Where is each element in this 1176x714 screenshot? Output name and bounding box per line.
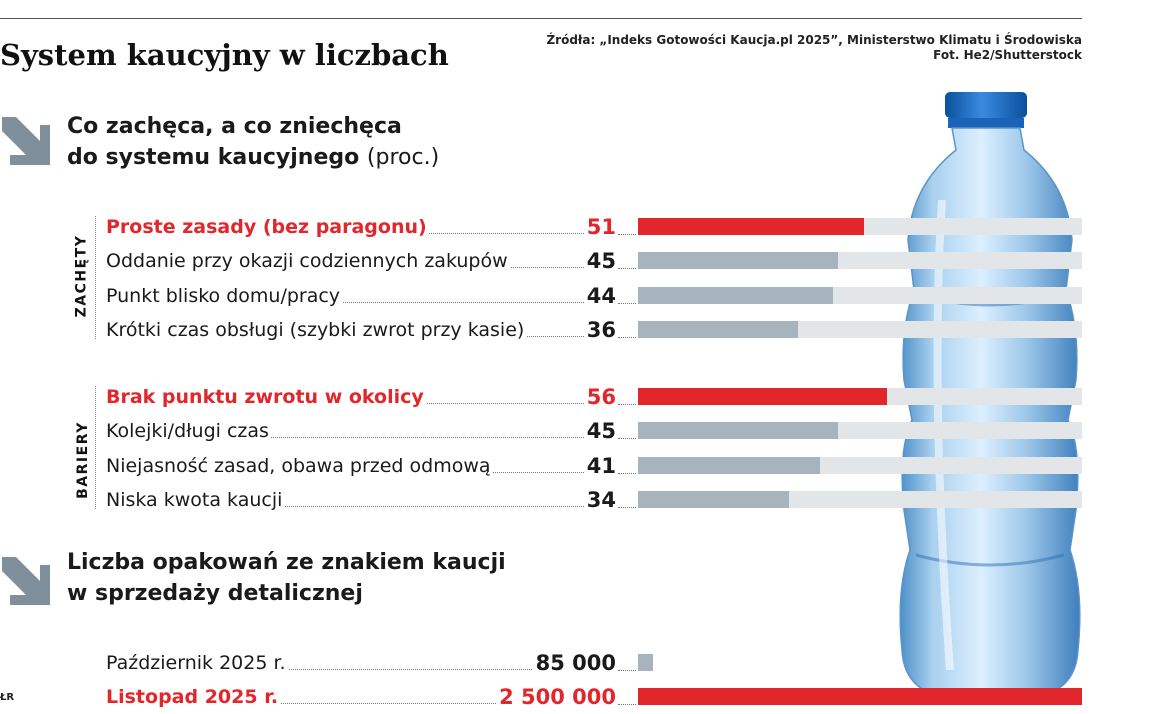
data-label: 51 [583,210,616,244]
section1-title-line2: do systemu kaucyjnego (proc.) [67,145,440,170]
top-rule [0,18,1082,19]
bar [638,456,821,474]
bar [638,654,654,671]
bar [638,252,838,270]
leader-dots [618,670,636,671]
leader-dots [618,268,636,270]
photo-credit-line: Fot. He2/Shutterstock [933,48,1082,62]
bar [638,688,1082,705]
bar [638,218,865,235]
chart-row: Brak punktu zwrotu w okolicy 56 [0,380,616,414]
section1-title-line1: Co zachęca, a co zniechęca [67,114,402,139]
data-label: 41 [583,448,616,483]
leader-dots [106,636,616,670]
leader-dots [618,336,636,338]
bar-label: Listopad 2025 r. [106,680,281,714]
leader-dots [106,670,616,704]
bar [638,422,838,440]
chart-row: Kolejki/długi czas 45 [0,414,616,449]
bar-label: Październik 2025 r. [106,646,288,680]
leader-dots [106,269,616,303]
bar-label: Niejasność zasad, obawa przed odmową [106,448,493,483]
data-label: 44 [583,278,616,313]
page-title: System kaucyjny w liczbach [0,38,449,72]
leader-dots [106,404,616,439]
group-divider-zachety [95,216,96,339]
chart-row: Krótki czas obsługi (szybki zwrot przy k… [0,312,616,347]
bar-label: Niska kwota kaucji [106,482,285,517]
data-label: 85 000 [532,646,616,680]
arrow-down-right-icon [2,117,50,165]
leader-dots [106,473,616,507]
bar-label: Kolejki/długi czas [106,414,271,449]
bar-label: Brak punktu zwrotu w okolicy [106,380,426,414]
data-label: 2 500 000 [496,680,616,714]
bar [638,286,834,304]
bar [638,320,798,338]
bar-label: Punkt blisko domu/pracy [106,278,343,313]
bar-label: Oddanie przy okazji codziennych zakupów [106,244,510,279]
bar-label: Krótki czas obsługi (szybki zwrot przy k… [106,312,527,347]
chart-row: Październik 2025 r. 85 000 [0,646,616,680]
leader-dots [618,704,636,705]
data-label: 45 [583,414,616,449]
leader-dots [618,438,636,440]
bar [638,490,789,508]
data-label: 56 [583,380,616,414]
bar-label: Proste zasady (bez paragonu) [106,210,429,244]
chart-row: Oddanie przy okazji codziennych zakupów 4… [0,244,616,279]
group-divider-bariery [95,386,96,509]
sources-line: Źródła: „Indeks Gotowości Kaucja.pl 2025… [546,33,1082,47]
data-label: 34 [583,482,616,517]
unit-label: (proc.) [366,145,440,170]
leader-dots [618,404,636,405]
chart-row: Niska kwota kaucji 34 [0,482,616,517]
sources-credit: Źródła: „Indeks Gotowości Kaucja.pl 2025… [546,33,1082,63]
chart-row: Niejasność zasad, obawa przed odmową 41 [0,448,616,483]
leader-dots [618,506,636,508]
section-packaging-title: Liczba opakowań ze znakiem kaucji w sprz… [67,547,506,609]
chart-row: Proste zasady (bez paragonu) 51 [0,210,616,244]
leader-dots [618,472,636,474]
leader-dots [618,302,636,304]
section2-title-line2: w sprzedaży detalicznej [67,581,363,606]
data-label: 36 [583,312,616,347]
data-label: 45 [583,244,616,279]
section-zachety-bariery-title: Co zachęca, a co zniechęca do systemu ka… [67,111,439,173]
chart-row: Punkt blisko domu/pracy 44 [0,278,616,313]
water-bottle-photo [899,92,1081,697]
chart-row: Listopad 2025 r. 2 500 000 [0,680,616,714]
leader-dots [618,234,636,235]
section2-title-line1: Liczba opakowań ze znakiem kaucji [67,550,506,575]
author-initials: ŁR [0,692,15,703]
arrow-down-right-icon [2,557,50,605]
bar [638,388,887,405]
